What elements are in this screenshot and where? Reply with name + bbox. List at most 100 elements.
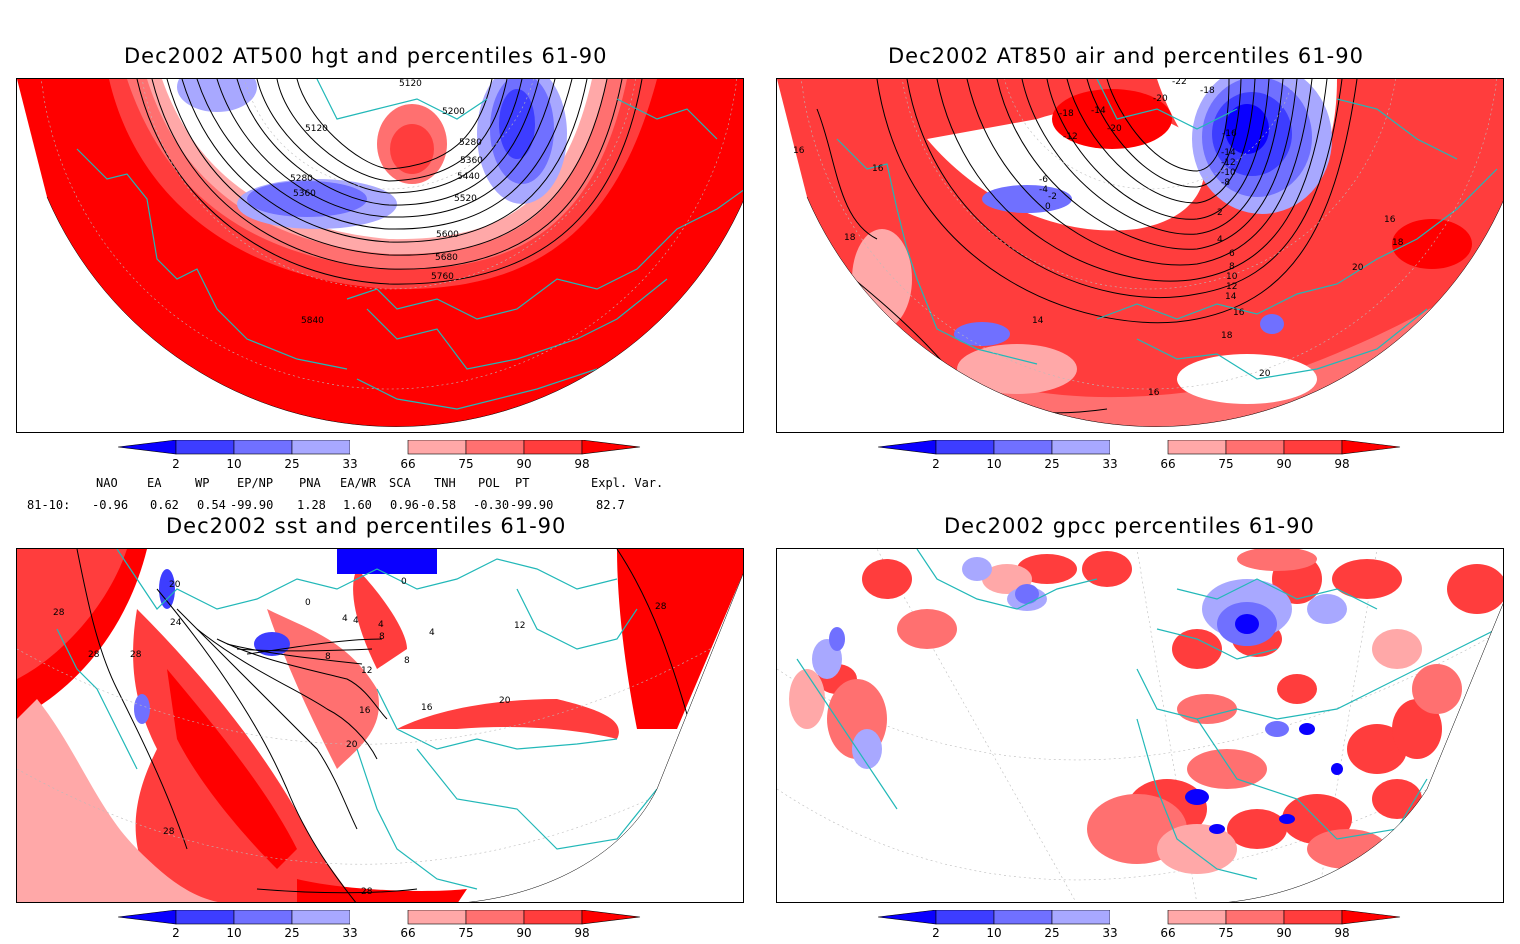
teleconnection-index-table: NAO EA WP EP/NP PNA EA/WR SCA TNH POL PT… (0, 474, 760, 514)
contour-label: 28 (88, 650, 100, 660)
contour-label: 5360 (460, 156, 483, 166)
contour-label: 8 (1229, 262, 1235, 272)
colorbar-gpcc: 2 10 25 33 66 75 90 98 (877, 909, 1408, 940)
contour-label: 16 (421, 703, 433, 713)
contour-label: 4 (1217, 235, 1223, 245)
contour-label: 12 (1226, 282, 1237, 292)
contour-label: 4 (429, 628, 435, 638)
contour-label: 8 (404, 656, 410, 666)
contour-label: -14 (1221, 148, 1236, 158)
index-header: PT (515, 476, 530, 490)
colorbar-tick-label: 25 (284, 457, 299, 471)
contour-label: 28 (163, 827, 175, 837)
contour-label: 8 (379, 632, 385, 642)
index-value: 1.60 (343, 498, 372, 512)
contour-label: 16 (359, 706, 371, 716)
contour-label: 20 (499, 696, 511, 706)
contour-label: 14 (1225, 292, 1237, 302)
index-value: -99.90 (510, 498, 554, 512)
contour-label: 20 (1352, 263, 1364, 273)
colorbar-tick-label: 90 (516, 926, 531, 940)
map-panel-air850: -22 -18 -20 -18 -14 -12 -20 -16 -14 -12 … (776, 78, 1504, 433)
contour-label: 5840 (301, 316, 324, 326)
index-header: SCA (389, 476, 411, 490)
contour-label: 16 (793, 146, 805, 156)
colorbar-tick-label: 25 (1044, 457, 1059, 471)
contour-label: 20 (1259, 369, 1271, 379)
contour-label: 4 (342, 614, 348, 624)
contour-label: 5440 (457, 172, 480, 182)
colorbar-tick-label: 75 (1218, 926, 1233, 940)
contour-label: -18 (1200, 86, 1215, 96)
contour-label: 28 (655, 602, 667, 612)
colorbar-hgt500: 2 10 25 33 66 75 90 98 (117, 439, 648, 474)
index-header: TNH (434, 476, 456, 490)
index-header: EA (147, 476, 162, 490)
contour-label: 28 (130, 650, 142, 660)
colorbar-tick-label: 90 (1276, 457, 1291, 471)
index-header: WP (195, 476, 210, 490)
contour-label: 16 (872, 164, 884, 174)
index-value: 1.28 (297, 498, 326, 512)
contour-label: -20 (1107, 124, 1122, 134)
contour-label: 5360 (293, 189, 316, 199)
index-value: -0.96 (92, 498, 129, 512)
map-panel-sst: 20 28 24 28 28 0 0 4 4 4 8 4 8 12 8 12 1… (16, 548, 744, 903)
colorbar-tick-label: 2 (172, 457, 180, 471)
contour-label: 18 (1392, 238, 1404, 248)
contour-label: 12 (361, 666, 372, 676)
contour-label: 4 (378, 620, 384, 630)
contour-label: 5680 (435, 253, 458, 263)
contour-label: -22 (1172, 79, 1187, 87)
colorbar-tick-label: 90 (1276, 926, 1291, 940)
index-value: -0.30 (473, 498, 510, 512)
contour-label: 0 (305, 598, 311, 608)
colorbar-tick-label: 66 (400, 926, 415, 940)
colorbar-tick-label: 98 (1334, 457, 1349, 471)
contour-label: 8 (325, 652, 331, 662)
contour-label: 12 (514, 621, 525, 631)
contour-label: 16 (1233, 308, 1245, 318)
contour-label: -12 (1221, 158, 1236, 168)
contour-label: 14 (1032, 316, 1044, 326)
map-panel-hgt500: 5120 5200 5120 5280 5360 5280 5360 5440 … (16, 78, 744, 433)
index-value: 82.7 (596, 498, 625, 512)
contour-label: -2 (1048, 192, 1057, 202)
contour-label: 18 (844, 233, 856, 243)
colorbar-tick-label: 75 (458, 457, 473, 471)
colorbar-tick-label: 25 (284, 926, 299, 940)
index-value: 0.54 (197, 498, 226, 512)
contour-label: 5120 (305, 124, 328, 134)
index-value: 0.62 (150, 498, 179, 512)
contour-label: 28 (361, 887, 373, 897)
colorbar-tick-label: 98 (574, 926, 589, 940)
panel-title-hgt500: Dec2002 AT500 hgt and percentiles 61-90 (124, 44, 608, 68)
contour-label: 5120 (399, 79, 422, 89)
contour-label: -8 (1221, 178, 1230, 188)
contour-label: 5520 (454, 194, 477, 204)
contour-label: 10 (1226, 272, 1238, 282)
colorbar-tick-label: 90 (516, 457, 531, 471)
contour-label: -18 (1059, 109, 1074, 119)
contour-label: 18 (1221, 331, 1233, 341)
colorbar-tick-label: 10 (226, 457, 241, 471)
contour-label: 24 (170, 618, 182, 628)
contour-label: 5280 (459, 138, 482, 148)
contour-label: -6 (1039, 175, 1048, 185)
colorbar-tick-label: 2 (172, 926, 180, 940)
index-header: Expl. Var. (591, 476, 664, 490)
index-header: POL (478, 476, 500, 490)
colorbar-tick-label: 33 (342, 457, 357, 471)
index-row-label: 81-10: (27, 498, 71, 512)
contour-label: 5600 (436, 230, 459, 240)
index-header: EA/WR (340, 476, 377, 490)
contour-label: 28 (53, 608, 65, 618)
colorbar-tick-label: 66 (1160, 457, 1175, 471)
map-panel-gpcc (776, 548, 1504, 903)
colorbar-tick-label: 25 (1044, 926, 1059, 940)
contour-label: 0 (1045, 202, 1051, 212)
panel-title-gpcc: Dec2002 gpcc percentiles 61-90 (944, 514, 1315, 538)
contour-label: -4 (1039, 185, 1048, 195)
colorbar-tick-label: 75 (458, 926, 473, 940)
contour-label: 16 (1384, 215, 1396, 225)
